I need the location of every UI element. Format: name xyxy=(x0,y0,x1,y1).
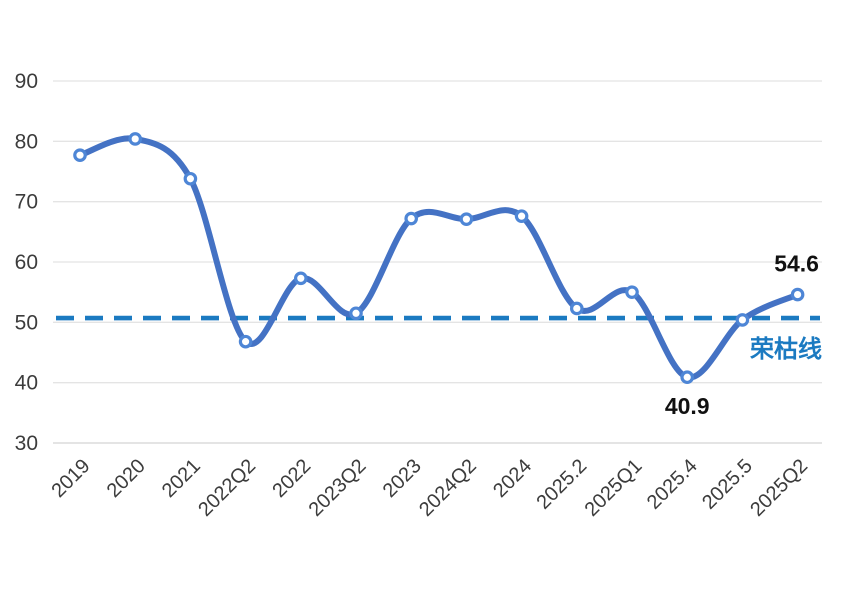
y-tick-label: 80 xyxy=(15,130,38,153)
x-tick-label: 2025Q1 xyxy=(581,455,647,521)
x-tick-label: 2024Q2 xyxy=(415,455,481,521)
data-point-marker xyxy=(73,148,87,163)
x-tick-label: 2023 xyxy=(379,455,426,502)
y-tick-label: 50 xyxy=(15,311,38,334)
x-tick-label: 2025Q2 xyxy=(746,455,812,521)
y-tick-label: 30 xyxy=(15,432,38,455)
x-tick-label: 2019 xyxy=(48,455,95,502)
data-point-marker xyxy=(128,132,142,146)
y-tick-label: 90 xyxy=(15,70,38,93)
data-point-marker xyxy=(790,287,805,302)
data-point-marker xyxy=(238,334,253,349)
series-line xyxy=(77,135,801,381)
x-tick-label: 2023Q2 xyxy=(305,455,371,521)
data-point-marker xyxy=(625,285,639,299)
data-point-marker xyxy=(404,211,418,226)
data-point-marker xyxy=(569,301,584,316)
data-point-marker xyxy=(183,171,198,186)
data-point-marker xyxy=(293,271,308,286)
data-point-marker xyxy=(735,313,750,327)
point-value-label: 54.6 xyxy=(774,251,819,277)
data-point-marker xyxy=(349,306,363,321)
x-tick-label: 2022 xyxy=(268,455,315,502)
x-tick-label: 2025.4 xyxy=(643,455,702,514)
x-tick-label: 2020 xyxy=(103,455,150,502)
x-tick-label: 2024 xyxy=(489,455,536,502)
data-point-marker xyxy=(514,209,529,223)
x-tick-label: 2022Q2 xyxy=(194,455,260,521)
y-tick-label: 60 xyxy=(15,251,38,274)
y-tick-label: 70 xyxy=(15,191,38,214)
data-point-marker xyxy=(680,370,694,385)
data-point-marker xyxy=(459,212,474,226)
y-tick-label: 40 xyxy=(15,372,38,395)
point-value-label: 40.9 xyxy=(665,393,710,419)
reference-line-label: 荣枯线 xyxy=(750,336,822,363)
x-tick-label: 2021 xyxy=(158,455,205,502)
